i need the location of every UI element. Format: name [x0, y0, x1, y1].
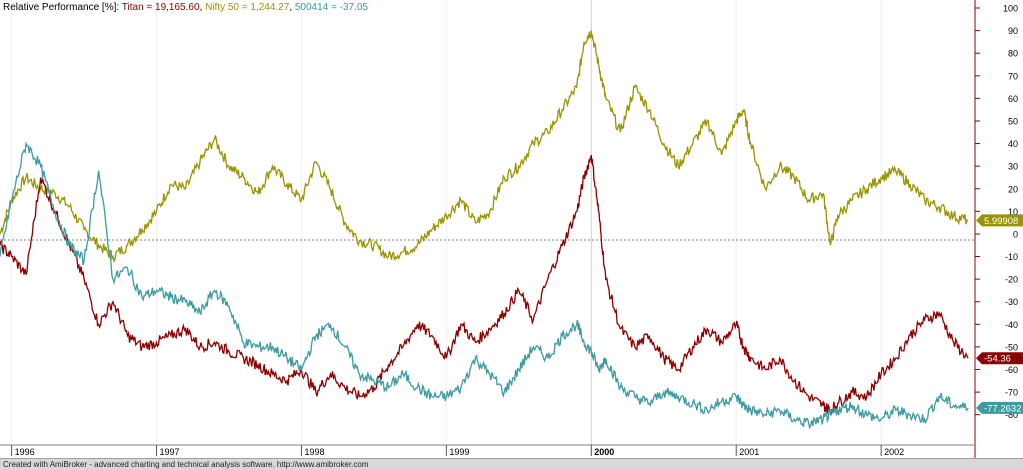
- x-tick-label: 2001: [739, 447, 759, 457]
- legend-item: Titan = 19,165.60: [122, 2, 200, 13]
- x-tick-label: 1996: [15, 447, 35, 457]
- end-label-box: [976, 352, 1023, 365]
- end-label-text: -54.36: [984, 354, 1011, 365]
- legend-separator: ,: [289, 2, 295, 13]
- legend-prefix: Relative Performance [%]:: [3, 2, 122, 13]
- end-value-labels: 5.99908 -54.36 -77.2632: [976, 214, 1023, 414]
- y-tick-label: -30: [1005, 297, 1018, 307]
- y-tick-label: 100: [1003, 4, 1018, 14]
- y-tick-label: -50: [1005, 342, 1018, 352]
- x-tick-label: 1998: [304, 447, 324, 457]
- end-label-box: [976, 214, 1023, 227]
- y-tick-label: 40: [1008, 139, 1018, 149]
- y-tick-label: 20: [1008, 184, 1018, 194]
- series-line-nifty-50: [0, 30, 969, 264]
- y-tick-label: 10: [1008, 207, 1018, 217]
- x-tick-label: 1997: [160, 447, 180, 457]
- y-tick-label: -40: [1005, 320, 1018, 330]
- end-label-box: [976, 401, 1023, 414]
- legend-item: 500414 = -37.05: [295, 2, 369, 13]
- x-axis-ticks: 1996 1997 1998 1999 2000 2001 2002: [11, 445, 904, 457]
- y-tick-label: 90: [1008, 26, 1018, 36]
- series-line-titan: [0, 154, 969, 416]
- legend-item: Nifty 50 = 1,244.27: [205, 2, 290, 13]
- x-tick-label: 2000: [594, 447, 614, 457]
- legend-separator: ,: [200, 2, 206, 13]
- footer-bar: Created with AmiBroker - advanced charti…: [0, 458, 1023, 470]
- grid-lines: [11, 0, 882, 445]
- y-axis-ticks: 1009080706050403020100-10-20-30-40-50-60…: [975, 4, 1018, 420]
- x-tick-label: 1999: [449, 447, 469, 457]
- y-tick-label: -10: [1005, 252, 1018, 262]
- series-line-500414: [0, 141, 969, 430]
- y-tick-label: -80: [1005, 410, 1018, 420]
- y-tick-label: -70: [1005, 388, 1018, 398]
- y-tick-label: 30: [1008, 162, 1018, 172]
- x-tick-label: 2002: [884, 447, 904, 457]
- plot-area: [0, 0, 975, 445]
- series-group: [0, 30, 969, 430]
- y-tick-label: 50: [1008, 116, 1018, 126]
- relative-performance-chart: 1009080706050403020100-10-20-30-40-50-60…: [0, 0, 1023, 458]
- footer-text: Created with AmiBroker - advanced charti…: [3, 460, 369, 469]
- end-label-text: -77.2632: [984, 403, 1022, 414]
- y-tick-label: -60: [1005, 365, 1018, 375]
- y-tick-label: 80: [1008, 49, 1018, 59]
- y-tick-label: 60: [1008, 94, 1018, 104]
- y-tick-label: 70: [1008, 71, 1018, 81]
- legend: Relative Performance [%]: Titan = 19,165…: [3, 2, 368, 13]
- y-tick-label: 0: [1013, 229, 1018, 239]
- end-label-text: 5.99908: [984, 216, 1018, 227]
- y-tick-label: -20: [1005, 275, 1018, 285]
